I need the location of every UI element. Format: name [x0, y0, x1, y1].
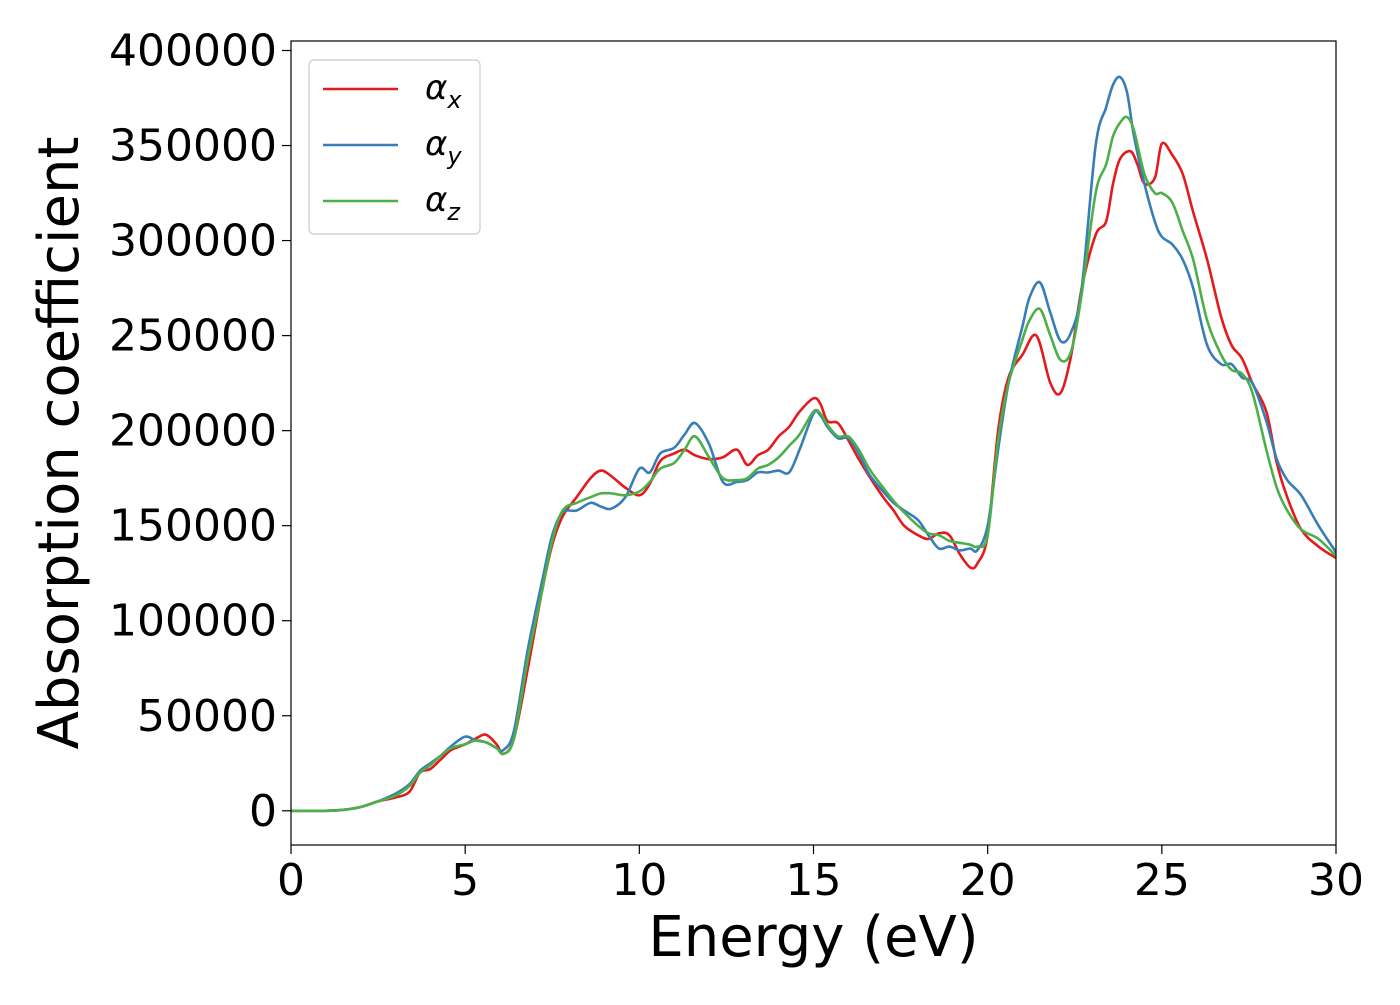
- legend-label-subscript: z: [446, 198, 461, 226]
- legend-label-subscript: y: [446, 142, 462, 170]
- x-tick-label: 20: [960, 855, 1016, 906]
- y-tick-label: 150000: [109, 501, 277, 552]
- legend-label-base: α: [425, 124, 447, 164]
- x-tick-label: 25: [1134, 855, 1190, 906]
- series-line-y: [291, 75, 1336, 813]
- y-tick-label: 100000: [109, 596, 277, 647]
- y-tick-label: 250000: [109, 311, 277, 362]
- series-line-z: [291, 115, 1336, 813]
- x-tick-label: 5: [451, 855, 479, 906]
- y-tick-label: 50000: [137, 691, 277, 742]
- y-tick-label: 200000: [109, 406, 277, 457]
- legend-label-z: αz: [425, 180, 461, 226]
- legend-box: [308, 59, 481, 235]
- axis-labels: Energy (eV) Absorption coefficient: [27, 137, 979, 970]
- x-tick-label: 30: [1308, 855, 1364, 906]
- x-axis-label: Energy (eV): [648, 905, 978, 970]
- legend-label-base: α: [425, 68, 447, 108]
- x-tick-label: 0: [277, 855, 305, 906]
- x-tick-label: 10: [611, 855, 667, 906]
- y-axis-label: Absorption coefficient: [27, 137, 92, 750]
- axes: 0 5 10 15 20 25 30 0 50000 100000 150000 200000 2500…: [109, 26, 1364, 906]
- y-tick-label: 350000: [109, 121, 277, 172]
- y-tick-label: 0: [249, 786, 277, 837]
- y-tick-label: 400000: [109, 26, 277, 77]
- x-tick-label: 15: [786, 855, 842, 906]
- legend-label-x: αx: [425, 68, 462, 114]
- series-line-x: [291, 141, 1336, 813]
- series-lines: [291, 75, 1336, 813]
- legend-label-subscript: x: [446, 86, 462, 114]
- legend-label-y: αy: [425, 124, 462, 170]
- legend-label-base: α: [425, 180, 447, 220]
- y-tick-label: 300000: [109, 216, 277, 267]
